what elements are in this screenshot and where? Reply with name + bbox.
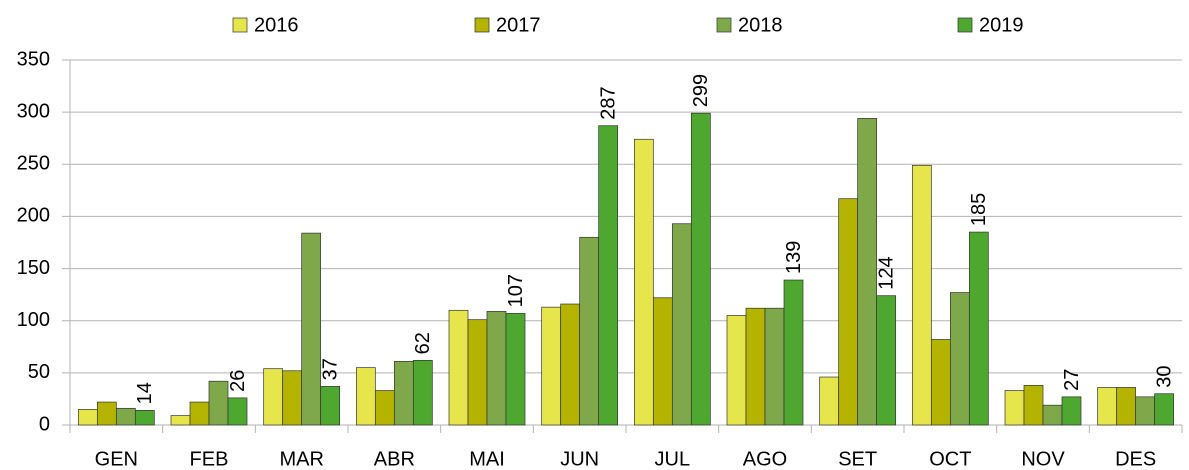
bar bbox=[1097, 387, 1118, 426]
data-label: 139 bbox=[783, 241, 805, 274]
x-tick-label: FEB bbox=[190, 448, 229, 470]
x-tick-label: SET bbox=[838, 448, 877, 470]
bar bbox=[876, 295, 897, 426]
y-tick-label: 350 bbox=[17, 48, 50, 70]
bar bbox=[560, 303, 581, 426]
bar bbox=[320, 386, 341, 426]
bar bbox=[77, 409, 98, 426]
bar bbox=[541, 306, 562, 426]
bar bbox=[1116, 387, 1137, 426]
y-tick-label: 200 bbox=[17, 205, 50, 227]
legend-swatch bbox=[232, 17, 248, 33]
bar bbox=[134, 410, 155, 426]
legend-swatch bbox=[716, 17, 732, 33]
bar bbox=[783, 279, 804, 426]
bar bbox=[1135, 396, 1156, 426]
y-tick-label: 0 bbox=[39, 413, 50, 435]
bar bbox=[170, 415, 191, 426]
bar bbox=[1023, 385, 1044, 426]
x-tick-label: OCT bbox=[929, 448, 971, 470]
bar bbox=[96, 401, 117, 426]
bar bbox=[115, 407, 136, 426]
data-label: 30 bbox=[1153, 365, 1175, 387]
y-tick-label: 250 bbox=[17, 153, 50, 175]
x-tick-label: JUN bbox=[560, 448, 599, 470]
data-label: 37 bbox=[319, 358, 341, 380]
legend-swatch bbox=[957, 17, 973, 33]
bar bbox=[1154, 393, 1175, 426]
bar bbox=[579, 236, 600, 426]
x-tick-label: DES bbox=[1115, 448, 1156, 470]
bar bbox=[374, 390, 395, 426]
bar bbox=[671, 223, 692, 426]
bar bbox=[690, 112, 711, 426]
bar bbox=[486, 310, 507, 426]
bar bbox=[930, 339, 951, 426]
legend-swatch bbox=[474, 17, 490, 33]
data-label: 107 bbox=[505, 274, 527, 307]
bar bbox=[393, 361, 414, 426]
bar bbox=[227, 397, 248, 426]
bar bbox=[412, 359, 433, 426]
bar bbox=[1004, 390, 1025, 426]
x-tick-label: AGO bbox=[743, 448, 787, 470]
bar bbox=[189, 401, 210, 426]
bar bbox=[208, 380, 229, 426]
y-tick-label: 50 bbox=[28, 361, 50, 383]
bar bbox=[598, 125, 619, 426]
y-tick-label: 100 bbox=[17, 309, 50, 331]
data-label: 26 bbox=[227, 370, 249, 392]
bar bbox=[1061, 396, 1082, 426]
bar bbox=[652, 297, 673, 426]
x-tick-label: GEN bbox=[95, 448, 138, 470]
bar bbox=[633, 138, 654, 426]
y-tick-label: 300 bbox=[17, 100, 50, 122]
bar bbox=[467, 319, 488, 426]
y-tick-label: 150 bbox=[17, 257, 50, 279]
data-label: 185 bbox=[968, 193, 990, 226]
bar bbox=[448, 309, 469, 426]
data-label: 124 bbox=[875, 256, 897, 289]
legend-label: 2019 bbox=[979, 14, 1024, 36]
legend-label: 2017 bbox=[496, 14, 541, 36]
bar bbox=[838, 198, 859, 426]
bar bbox=[1042, 404, 1063, 426]
data-label: 299 bbox=[690, 74, 712, 107]
bar bbox=[726, 315, 747, 426]
bar bbox=[355, 367, 376, 426]
x-tick-label: JUL bbox=[655, 448, 691, 470]
legend-label: 2018 bbox=[738, 14, 783, 36]
x-tick-label: MAI bbox=[469, 448, 505, 470]
bar bbox=[745, 307, 766, 426]
data-label: 14 bbox=[134, 382, 156, 404]
bar bbox=[949, 292, 970, 426]
legend-label: 2016 bbox=[254, 14, 299, 36]
data-label: 287 bbox=[597, 86, 619, 119]
x-tick-label: ABR bbox=[374, 448, 415, 470]
bar bbox=[505, 313, 526, 426]
x-tick-label: NOV bbox=[1021, 448, 1065, 470]
data-label: 62 bbox=[412, 332, 434, 354]
bar bbox=[857, 118, 878, 426]
bar bbox=[301, 232, 322, 426]
data-label: 27 bbox=[1061, 369, 1083, 391]
bar bbox=[911, 164, 932, 426]
bar bbox=[263, 368, 284, 426]
bar bbox=[282, 370, 303, 426]
bar bbox=[968, 231, 989, 426]
bar bbox=[819, 376, 840, 426]
x-tick-label: MAR bbox=[279, 448, 323, 470]
bar bbox=[764, 307, 785, 426]
